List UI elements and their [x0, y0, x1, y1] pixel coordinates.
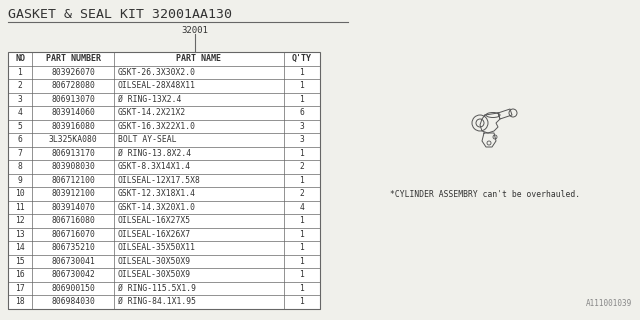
Bar	[8, 52, 320, 308]
Text: 806984030: 806984030	[51, 297, 95, 306]
Text: 1: 1	[17, 68, 22, 77]
Text: 3: 3	[300, 135, 305, 144]
Text: 1: 1	[300, 257, 305, 266]
Text: 17: 17	[15, 284, 25, 293]
Text: PART NAME: PART NAME	[177, 54, 221, 63]
Text: 10: 10	[15, 189, 25, 198]
Text: 4: 4	[300, 203, 305, 212]
Text: 803914070: 803914070	[51, 203, 95, 212]
Text: 2: 2	[300, 189, 305, 198]
Text: 806730041: 806730041	[51, 257, 95, 266]
Text: A111001039: A111001039	[586, 299, 632, 308]
Text: NO: NO	[15, 54, 25, 63]
Text: 803912100: 803912100	[51, 189, 95, 198]
Text: 1: 1	[300, 149, 305, 158]
Text: 806716070: 806716070	[51, 230, 95, 239]
Text: 6: 6	[300, 108, 305, 117]
Text: 3L325KA080: 3L325KA080	[49, 135, 97, 144]
Bar	[8, 52, 320, 308]
Text: 1: 1	[300, 284, 305, 293]
Text: OILSEAL-28X48X11: OILSEAL-28X48X11	[118, 81, 196, 90]
Text: Ø RING-13X2.4: Ø RING-13X2.4	[118, 95, 181, 104]
Text: 12: 12	[15, 216, 25, 225]
Text: Q'TY: Q'TY	[292, 54, 312, 63]
Text: PART NUMBER: PART NUMBER	[45, 54, 100, 63]
Text: Ø RING-84.1X1.95: Ø RING-84.1X1.95	[118, 297, 196, 306]
Text: 806913170: 806913170	[51, 149, 95, 158]
Text: 806735210: 806735210	[51, 243, 95, 252]
Text: 16: 16	[15, 270, 25, 279]
Text: 803908030: 803908030	[51, 162, 95, 171]
Text: 803914060: 803914060	[51, 108, 95, 117]
Text: 1: 1	[300, 270, 305, 279]
Text: 2: 2	[300, 162, 305, 171]
Text: 7: 7	[17, 149, 22, 158]
Text: 1: 1	[300, 243, 305, 252]
Text: GSKT-16.3X22X1.0: GSKT-16.3X22X1.0	[118, 122, 196, 131]
Text: GSKT-8.3X14X1.4: GSKT-8.3X14X1.4	[118, 162, 191, 171]
Text: 13: 13	[15, 230, 25, 239]
Text: 806730042: 806730042	[51, 270, 95, 279]
Text: BOLT AY-SEAL: BOLT AY-SEAL	[118, 135, 177, 144]
Text: 2: 2	[17, 81, 22, 90]
Text: 1: 1	[300, 176, 305, 185]
Text: 806728080: 806728080	[51, 81, 95, 90]
Text: GSKT-12.3X18X1.4: GSKT-12.3X18X1.4	[118, 189, 196, 198]
Text: 1: 1	[300, 95, 305, 104]
Text: 4: 4	[17, 108, 22, 117]
Text: 3: 3	[300, 122, 305, 131]
Text: OILSEAL-16X27X5: OILSEAL-16X27X5	[118, 216, 191, 225]
Text: 1: 1	[300, 216, 305, 225]
Text: 806900150: 806900150	[51, 284, 95, 293]
Text: *CYLINDER ASSEMBRY can't be overhauled.: *CYLINDER ASSEMBRY can't be overhauled.	[390, 190, 580, 199]
Text: 15: 15	[15, 257, 25, 266]
Text: 1: 1	[300, 68, 305, 77]
Text: 803916080: 803916080	[51, 122, 95, 131]
Text: 806716080: 806716080	[51, 216, 95, 225]
Text: OILSEAL-30X50X9: OILSEAL-30X50X9	[118, 270, 191, 279]
Text: 803926070: 803926070	[51, 68, 95, 77]
Text: 3: 3	[17, 95, 22, 104]
Text: 32001: 32001	[182, 26, 209, 35]
Text: 11: 11	[15, 203, 25, 212]
Text: GSKT-14.2X21X2: GSKT-14.2X21X2	[118, 108, 186, 117]
Text: 806913070: 806913070	[51, 95, 95, 104]
Text: GASKET & SEAL KIT 32001AA130: GASKET & SEAL KIT 32001AA130	[8, 8, 232, 21]
Text: 5: 5	[17, 122, 22, 131]
Text: Ø RING-13.8X2.4: Ø RING-13.8X2.4	[118, 149, 191, 158]
Text: GSKT-26.3X30X2.0: GSKT-26.3X30X2.0	[118, 68, 196, 77]
Text: GSKT-14.3X20X1.0: GSKT-14.3X20X1.0	[118, 203, 196, 212]
Text: 806712100: 806712100	[51, 176, 95, 185]
Text: Ø RING-115.5X1.9: Ø RING-115.5X1.9	[118, 284, 196, 293]
Text: 1: 1	[300, 81, 305, 90]
Text: 8: 8	[17, 162, 22, 171]
Text: OILSEAL-16X26X7: OILSEAL-16X26X7	[118, 230, 191, 239]
Text: OILSEAL-35X50X11: OILSEAL-35X50X11	[118, 243, 196, 252]
Text: OILSEAL-30X50X9: OILSEAL-30X50X9	[118, 257, 191, 266]
Text: 1: 1	[300, 297, 305, 306]
Text: 14: 14	[15, 243, 25, 252]
Text: OILSEAL-12X17.5X8: OILSEAL-12X17.5X8	[118, 176, 201, 185]
Text: 6: 6	[17, 135, 22, 144]
Text: 9: 9	[17, 176, 22, 185]
Text: 18: 18	[15, 297, 25, 306]
Text: 1: 1	[300, 230, 305, 239]
